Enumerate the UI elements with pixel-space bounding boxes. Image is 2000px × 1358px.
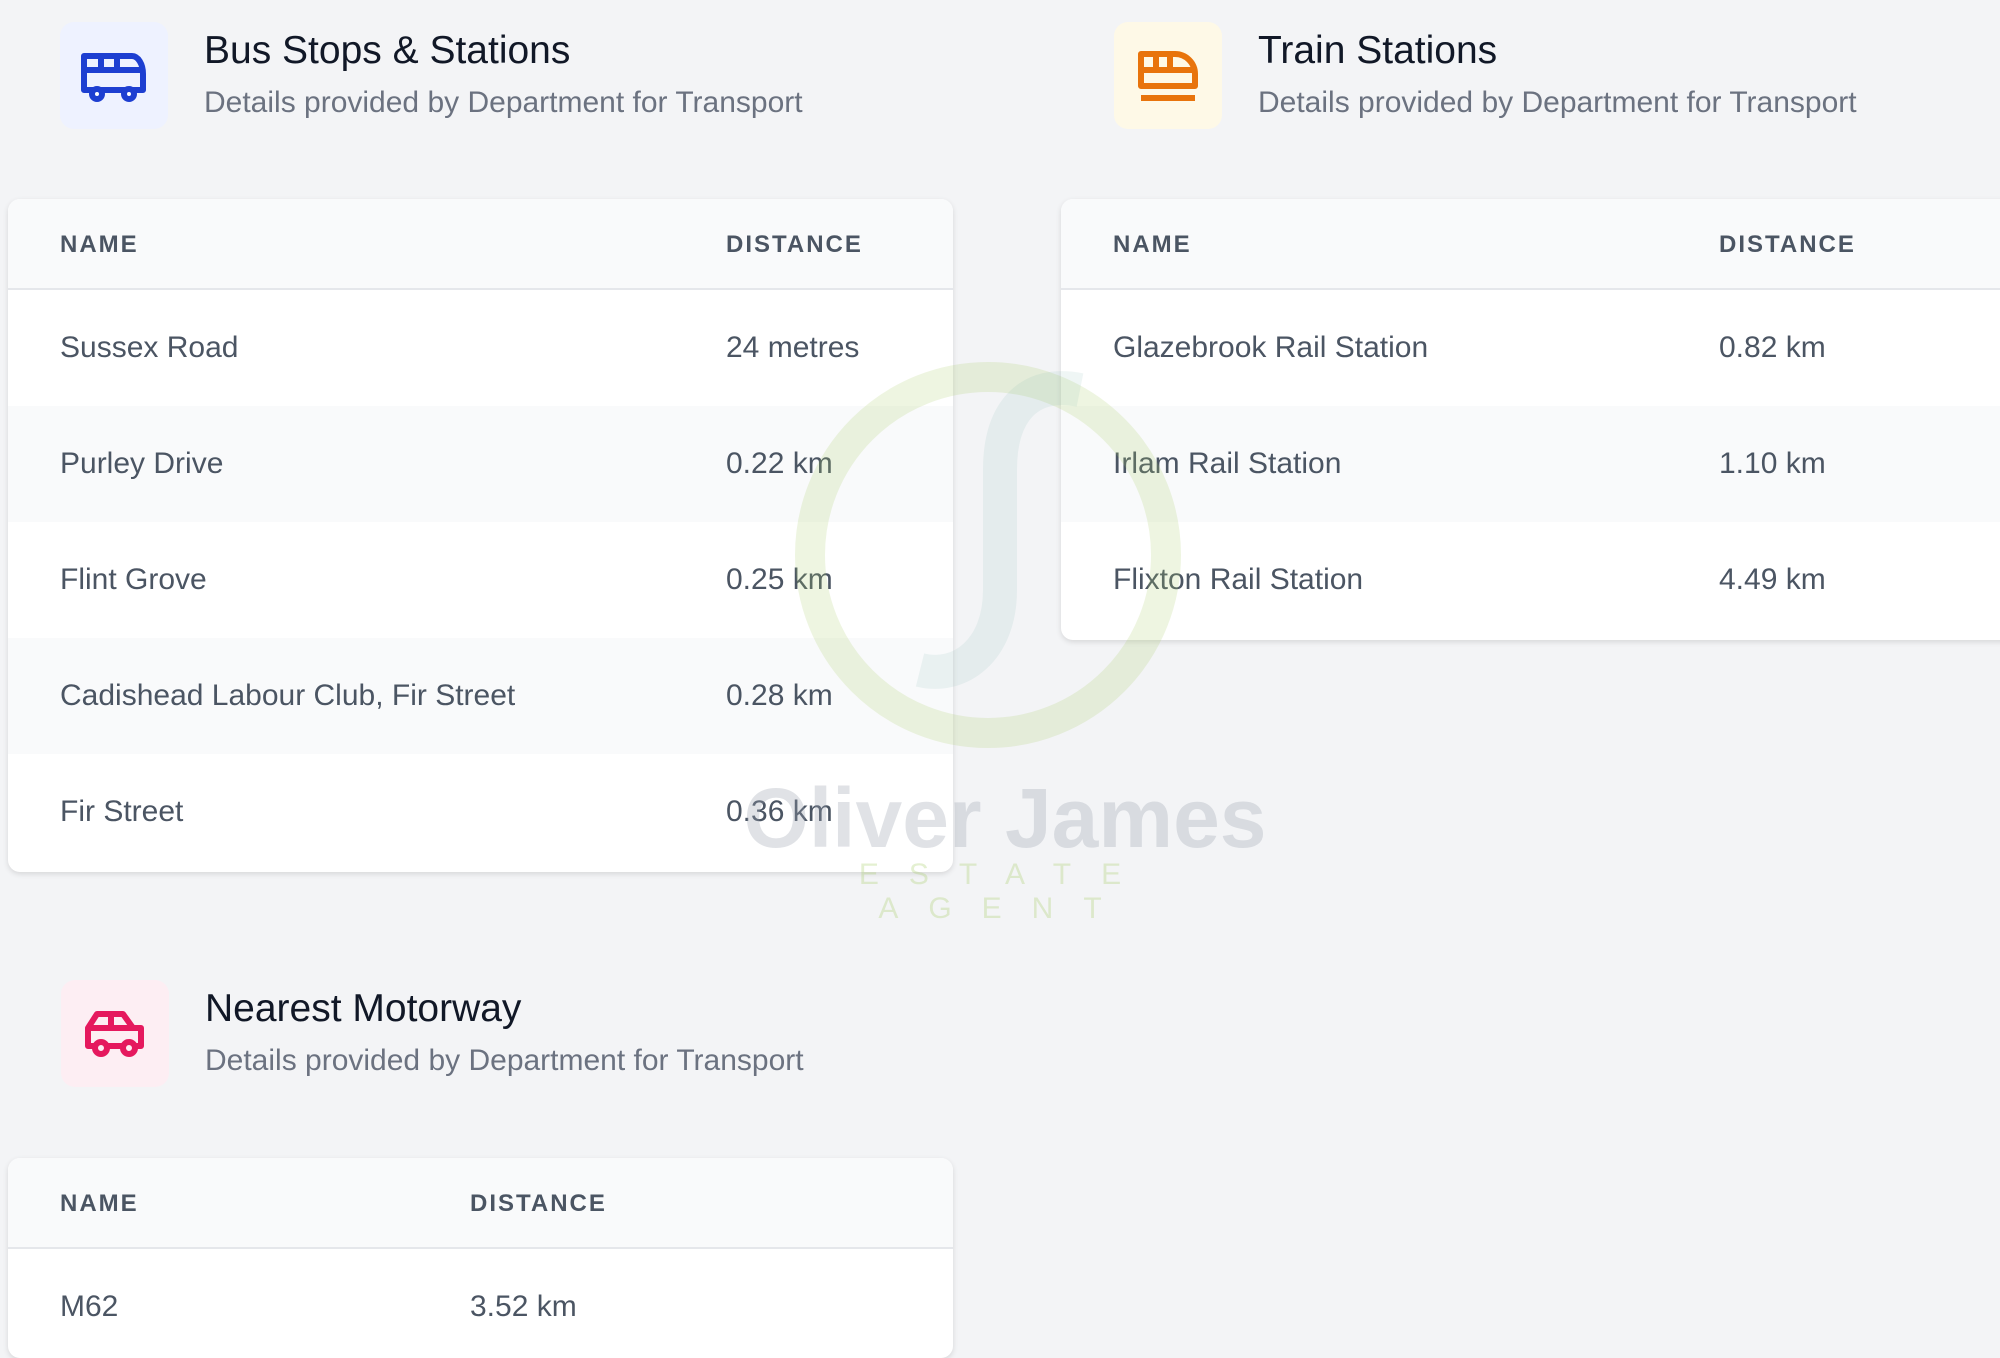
motorway-title: Nearest Motorway xyxy=(205,987,522,1030)
table-header: NAME DISTANCE xyxy=(8,1158,953,1249)
bus-section-header: Bus Stops & Stations Details provided by… xyxy=(60,22,803,129)
table-row: Irlam Rail Station 1.10 km xyxy=(1061,406,2000,522)
row-distance: 0.82 km xyxy=(1719,331,1826,364)
row-name: Irlam Rail Station xyxy=(1113,447,1342,480)
car-icon xyxy=(61,980,169,1087)
table-row: Purley Drive 0.22 km xyxy=(8,406,953,522)
row-distance: 4.49 km xyxy=(1719,563,1826,596)
row-distance: 0.25 km xyxy=(726,563,833,596)
row-name: Glazebrook Rail Station xyxy=(1113,331,1429,364)
motorway-table: NAME DISTANCE M62 3.52 km xyxy=(8,1158,953,1358)
train-section-header: Train Stations Details provided by Depar… xyxy=(1114,22,1857,129)
table-row: Flint Grove 0.25 km xyxy=(8,522,953,638)
row-distance: 1.10 km xyxy=(1719,447,1826,480)
table-row: Flixton Rail Station 4.49 km xyxy=(1061,522,2000,638)
bus-subtitle: Details provided by Department for Trans… xyxy=(204,86,803,119)
row-distance: 24 metres xyxy=(726,331,860,364)
row-name: M62 xyxy=(60,1290,119,1323)
row-name: Sussex Road xyxy=(60,331,239,364)
train-icon xyxy=(1114,22,1222,129)
row-name: Flixton Rail Station xyxy=(1113,563,1364,596)
table-row: Cadishead Labour Club, Fir Street 0.28 km xyxy=(8,638,953,754)
row-name: Fir Street xyxy=(60,795,184,828)
column-header-distance: DISTANCE xyxy=(470,1190,607,1217)
table-row: Glazebrook Rail Station 0.82 km xyxy=(1061,290,2000,406)
table-row: Sussex Road 24 metres xyxy=(8,290,953,406)
bus-icon xyxy=(60,22,168,129)
table-row: Fir Street 0.36 km xyxy=(8,754,953,870)
motorway-section-header: Nearest Motorway Details provided by Dep… xyxy=(61,980,804,1087)
column-header-name: NAME xyxy=(60,1190,139,1217)
table-row: M62 3.52 km xyxy=(8,1249,953,1358)
row-name: Cadishead Labour Club, Fir Street xyxy=(60,679,516,712)
column-header-distance: DISTANCE xyxy=(1719,231,1856,258)
bus-table: NAME DISTANCE Sussex Road 24 metres Purley… xyxy=(8,199,953,872)
column-header-name: NAME xyxy=(60,231,139,258)
motorway-subtitle: Details provided by Department for Trans… xyxy=(205,1044,804,1077)
table-header: NAME DISTANCE xyxy=(8,199,953,290)
train-title: Train Stations xyxy=(1258,29,1498,72)
row-distance: 0.28 km xyxy=(726,679,833,712)
row-distance: 3.52 km xyxy=(470,1290,577,1323)
row-name: Flint Grove xyxy=(60,563,207,596)
bus-title: Bus Stops & Stations xyxy=(204,29,571,72)
row-name: Purley Drive xyxy=(60,447,224,480)
row-distance: 0.36 km xyxy=(726,795,833,828)
train-subtitle: Details provided by Department for Trans… xyxy=(1258,86,1857,119)
column-header-distance: DISTANCE xyxy=(726,231,863,258)
table-header: NAME DISTANCE xyxy=(1061,199,2000,290)
train-table: NAME DISTANCE Glazebrook Rail Station 0.8… xyxy=(1061,199,2000,640)
row-distance: 0.22 km xyxy=(726,447,833,480)
column-header-name: NAME xyxy=(1113,231,1192,258)
